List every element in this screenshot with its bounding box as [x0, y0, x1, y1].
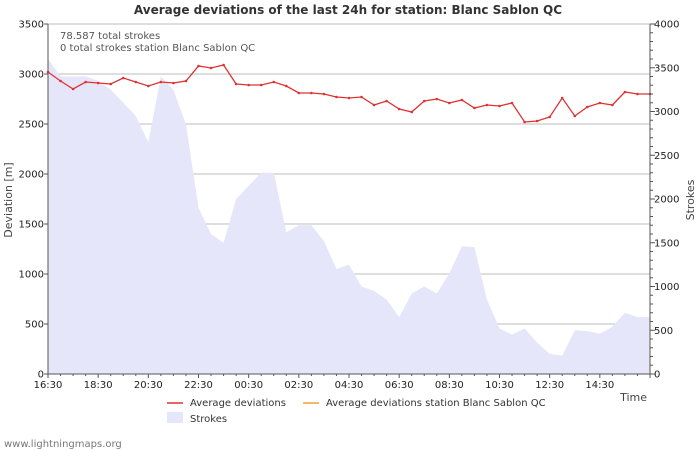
strokes-area — [48, 59, 650, 374]
deviation-point-5 — [109, 82, 113, 86]
x-tick-label-6: 04:30 — [335, 380, 364, 391]
x-tick-label-7: 06:30 — [385, 380, 414, 391]
deviation-point-17 — [259, 83, 263, 87]
right-tick-label-0: 0 — [654, 370, 660, 381]
deviation-point-21 — [310, 91, 313, 95]
annotation-total-strokes: 78.587 total strokes — [60, 31, 160, 42]
deviation-point-13 — [209, 66, 213, 70]
deviation-point-14 — [222, 63, 225, 67]
deviation-point-10 — [172, 81, 175, 85]
x-axis-label: Time — [619, 391, 647, 404]
deviation-point-2 — [71, 87, 75, 91]
deviation-point-16 — [247, 83, 250, 87]
deviation-point-12 — [197, 64, 200, 68]
deviation-point-43 — [585, 105, 589, 109]
left-tick-label-4: 2000 — [19, 170, 44, 181]
x-tick-label-1: 18:30 — [84, 380, 113, 391]
deviation-point-18 — [272, 80, 276, 84]
right-tick-label-8: 4000 — [654, 20, 679, 31]
deviation-point-24 — [347, 96, 351, 100]
left-axis-label: Deviation [m] — [2, 162, 15, 237]
x-tick-label-3: 22:30 — [184, 380, 213, 391]
deviation-point-29 — [410, 110, 414, 114]
x-tick-label-2: 20:30 — [134, 380, 163, 391]
right-tick-label-2: 1000 — [654, 282, 679, 293]
deviation-point-34 — [473, 106, 476, 110]
deviation-point-37 — [510, 101, 514, 105]
right-tick-label-1: 500 — [654, 326, 673, 337]
deviation-point-7 — [134, 80, 138, 84]
x-tick-label-4: 00:30 — [234, 380, 263, 391]
deviation-point-44 — [598, 101, 602, 105]
right-tick-label-6: 3000 — [654, 107, 679, 118]
deviation-point-19 — [284, 84, 288, 88]
deviation-point-36 — [498, 104, 501, 108]
x-tick-label-8: 08:30 — [435, 380, 464, 391]
deviation-point-38 — [523, 120, 526, 124]
deviation-point-31 — [435, 97, 439, 101]
deviation-point-20 — [297, 91, 301, 95]
deviation-point-11 — [184, 79, 188, 83]
x-tick-label-5: 02:30 — [284, 380, 313, 391]
deviation-point-39 — [535, 119, 539, 123]
left-tick-label-2: 1000 — [19, 270, 44, 281]
site-credit: www.lightningmaps.org — [4, 439, 122, 450]
deviation-point-1 — [59, 79, 62, 83]
right-axis-label: Strokes — [684, 179, 697, 220]
deviation-point-41 — [560, 96, 564, 100]
left-y-ticks: 0 500 1000 1500 2000 2500 3000 3500 — [19, 20, 48, 381]
deviation-point-25 — [360, 95, 363, 99]
deviation-point-33 — [460, 98, 464, 102]
left-tick-label-6: 3000 — [19, 70, 44, 81]
deviation-point-23 — [335, 95, 338, 99]
legend: Average deviations Average deviations st… — [167, 398, 546, 425]
deviation-point-22 — [322, 92, 326, 96]
deviation-point-3 — [84, 80, 87, 84]
legend-label-strokes: Strokes — [190, 414, 227, 425]
left-tick-label-5: 2500 — [19, 120, 44, 131]
x-tick-label-11: 14:30 — [585, 380, 614, 391]
deviation-point-47 — [636, 92, 639, 96]
legend-label-station-deviations: Average deviations station Blanc Sablon … — [326, 398, 546, 409]
deviation-point-42 — [573, 114, 577, 118]
deviation-point-30 — [422, 99, 426, 103]
chart-title: Average deviations of the last 24h for s… — [134, 3, 562, 17]
deviation-point-40 — [548, 115, 551, 119]
deviation-point-9 — [159, 80, 163, 84]
x-tick-label-9: 10:30 — [485, 380, 514, 391]
right-tick-label-7: 3500 — [654, 63, 679, 74]
right-tick-label-4: 2000 — [654, 195, 679, 206]
annotation-station-strokes: 0 total strokes station Blanc Sablon QC — [60, 43, 255, 54]
left-tick-label-0: 0 — [38, 370, 44, 381]
x-ticks: 16:30 18:30 20:30 22:30 00:30 02:30 04:30 06:30… — [34, 374, 651, 391]
deviation-point-46 — [623, 90, 627, 94]
deviation-point-4 — [96, 81, 100, 85]
deviation-point-8 — [147, 84, 150, 88]
left-tick-label-1: 500 — [25, 320, 44, 331]
deviation-point-6 — [121, 76, 125, 80]
deviation-point-32 — [448, 101, 451, 105]
deviation-point-27 — [385, 99, 388, 103]
deviation-point-45 — [611, 103, 614, 107]
x-tick-label-0: 16:30 — [34, 380, 63, 391]
legend-label-average-deviations: Average deviations — [190, 398, 286, 409]
deviation-point-26 — [372, 103, 376, 107]
deviation-point-15 — [234, 82, 238, 86]
left-tick-label-3: 1500 — [19, 220, 44, 231]
right-tick-label-5: 2500 — [654, 151, 679, 162]
legend-swatch-strokes — [167, 412, 183, 423]
left-tick-label-7: 3500 — [19, 20, 44, 31]
deviation-point-28 — [397, 107, 401, 111]
x-tick-label-10: 12:30 — [535, 380, 564, 391]
deviation-point-35 — [485, 103, 489, 107]
right-y-ticks: 0 500 1000 1500 2000 2500 3000 3500 4000 — [650, 20, 679, 381]
deviation-markers — [46, 63, 652, 124]
right-tick-label-3: 1500 — [654, 238, 679, 249]
